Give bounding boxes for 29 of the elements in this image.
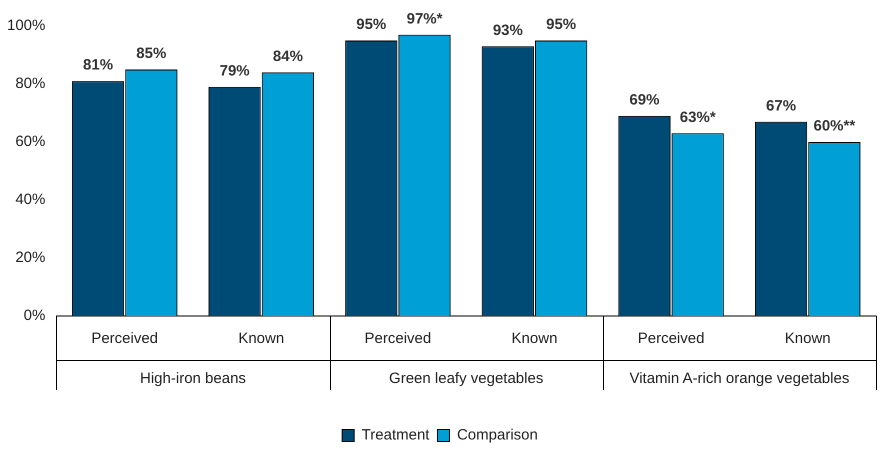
data-label: 85%: [136, 45, 166, 62]
data-label: 79%: [220, 62, 250, 80]
legend-label: Comparison: [456, 426, 538, 444]
data-label: 84%: [272, 48, 303, 66]
x-tick-label: Known: [784, 330, 831, 348]
y-tick-label: 0%: [24, 307, 46, 324]
y-tick-label: 40%: [15, 191, 46, 208]
data-label: 95%: [546, 16, 576, 34]
y-tick-label: 20%: [15, 249, 46, 266]
x-tick-label: Perceived: [638, 330, 704, 348]
data-label: 60%**: [813, 118, 856, 135]
data-label: 93%: [492, 22, 523, 39]
data-label: 95%: [356, 16, 386, 34]
x-tick-label: Known: [512, 330, 558, 348]
data-label: 63%*: [680, 108, 716, 126]
x-tick-label: Perceived: [91, 330, 158, 348]
text: Vitamin A-rich orange vegetables: [629, 370, 850, 388]
text: Green leafy vegetables: [389, 370, 544, 388]
data-label: 81%: [83, 56, 114, 74]
data-label: 97%*: [406, 10, 443, 28]
y-tick-label: 80%: [15, 75, 46, 92]
data-label: 67%: [766, 97, 796, 114]
y-tick-label: 100%: [6, 17, 46, 34]
data-label: 69%: [629, 92, 660, 109]
legend-label: Treatment: [362, 426, 430, 444]
x-tick-label: Perceived: [364, 330, 432, 348]
x-tick-label: Known: [238, 330, 284, 348]
y-tick-label: 60%: [15, 133, 46, 150]
text: High-iron beans: [140, 370, 246, 388]
